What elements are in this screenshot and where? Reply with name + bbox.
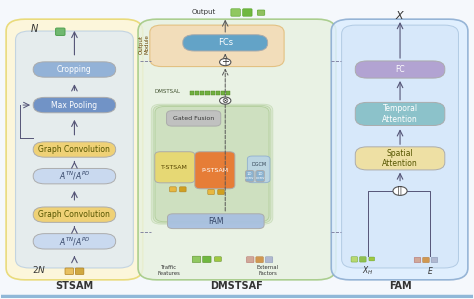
- FancyBboxPatch shape: [218, 190, 224, 195]
- FancyBboxPatch shape: [202, 256, 211, 263]
- FancyBboxPatch shape: [356, 102, 445, 126]
- FancyBboxPatch shape: [265, 257, 273, 263]
- Text: P-STSAM: P-STSAM: [201, 168, 228, 173]
- Text: Output
Module: Output Module: [138, 34, 149, 54]
- Text: STSAM: STSAM: [55, 281, 93, 291]
- Text: Output: Output: [192, 9, 216, 15]
- FancyBboxPatch shape: [33, 142, 116, 157]
- FancyBboxPatch shape: [138, 19, 336, 280]
- Text: $X$: $X$: [395, 9, 405, 21]
- Text: Traffic
Features: Traffic Features: [157, 265, 180, 276]
- Text: $X_H$: $X_H$: [362, 264, 374, 277]
- FancyBboxPatch shape: [226, 91, 230, 95]
- FancyBboxPatch shape: [55, 28, 65, 36]
- Text: Gated Fusion: Gated Fusion: [173, 116, 214, 121]
- FancyBboxPatch shape: [75, 268, 84, 274]
- Text: DGCM: DGCM: [251, 162, 266, 167]
- FancyBboxPatch shape: [257, 10, 265, 15]
- FancyBboxPatch shape: [16, 31, 133, 268]
- Text: $E$: $E$: [427, 265, 434, 276]
- Text: T-STSAM: T-STSAM: [161, 165, 188, 170]
- FancyBboxPatch shape: [256, 170, 264, 182]
- Text: $A^{TN}/A^{PD}$: $A^{TN}/A^{PD}$: [59, 170, 90, 182]
- Text: Graph Convolution: Graph Convolution: [38, 210, 110, 219]
- Circle shape: [219, 97, 231, 104]
- Text: $2N$: $2N$: [32, 264, 46, 275]
- Text: 1D
conv: 1D conv: [245, 172, 255, 181]
- FancyBboxPatch shape: [208, 190, 214, 195]
- FancyBboxPatch shape: [200, 91, 204, 95]
- FancyBboxPatch shape: [423, 257, 429, 263]
- FancyBboxPatch shape: [155, 106, 269, 222]
- FancyBboxPatch shape: [180, 187, 186, 192]
- FancyBboxPatch shape: [190, 91, 194, 95]
- FancyBboxPatch shape: [33, 234, 116, 249]
- Text: Max Pooling: Max Pooling: [51, 100, 98, 109]
- FancyBboxPatch shape: [359, 257, 366, 262]
- FancyBboxPatch shape: [155, 152, 195, 183]
- FancyBboxPatch shape: [431, 257, 438, 263]
- FancyBboxPatch shape: [231, 9, 240, 16]
- FancyBboxPatch shape: [6, 19, 143, 280]
- FancyBboxPatch shape: [153, 105, 271, 223]
- FancyBboxPatch shape: [246, 170, 254, 182]
- Text: $N$: $N$: [30, 22, 39, 34]
- FancyBboxPatch shape: [151, 104, 273, 224]
- Text: DMSTSAF: DMSTSAF: [210, 281, 264, 291]
- FancyBboxPatch shape: [192, 256, 201, 263]
- FancyBboxPatch shape: [214, 257, 221, 261]
- FancyBboxPatch shape: [356, 61, 445, 78]
- Text: FAM: FAM: [208, 217, 224, 226]
- FancyBboxPatch shape: [243, 9, 252, 16]
- FancyBboxPatch shape: [195, 152, 235, 189]
- Text: Spatial
Attention: Spatial Attention: [382, 149, 418, 168]
- Text: FAM: FAM: [389, 281, 411, 291]
- FancyBboxPatch shape: [216, 91, 220, 95]
- FancyBboxPatch shape: [414, 257, 421, 263]
- FancyBboxPatch shape: [205, 91, 210, 95]
- Text: $A^{TN}/A^{PD}$: $A^{TN}/A^{PD}$: [59, 235, 90, 248]
- FancyBboxPatch shape: [33, 207, 116, 222]
- Text: Graph Convolution: Graph Convolution: [38, 145, 110, 154]
- FancyBboxPatch shape: [331, 19, 468, 280]
- FancyBboxPatch shape: [246, 257, 254, 263]
- FancyBboxPatch shape: [369, 257, 374, 261]
- Circle shape: [219, 59, 231, 66]
- FancyBboxPatch shape: [33, 97, 116, 113]
- Text: ⊗: ⊗: [222, 96, 229, 105]
- Circle shape: [393, 187, 407, 196]
- Text: Cropping: Cropping: [57, 65, 92, 74]
- FancyBboxPatch shape: [221, 91, 225, 95]
- FancyBboxPatch shape: [356, 147, 445, 170]
- FancyBboxPatch shape: [210, 91, 215, 95]
- FancyBboxPatch shape: [183, 35, 268, 51]
- FancyBboxPatch shape: [166, 111, 221, 126]
- FancyBboxPatch shape: [65, 268, 73, 274]
- FancyBboxPatch shape: [170, 187, 176, 192]
- FancyBboxPatch shape: [351, 257, 357, 262]
- Text: DMSTSAL: DMSTSAL: [155, 89, 181, 94]
- FancyBboxPatch shape: [342, 25, 458, 268]
- Text: +: +: [221, 57, 229, 67]
- FancyBboxPatch shape: [256, 257, 264, 263]
- Text: External
Factors: External Factors: [256, 265, 279, 276]
- FancyBboxPatch shape: [150, 25, 284, 67]
- FancyBboxPatch shape: [33, 168, 116, 184]
- Text: FC: FC: [395, 65, 405, 74]
- Text: ||: ||: [397, 187, 403, 196]
- FancyBboxPatch shape: [195, 91, 199, 95]
- Text: Temporal
Attention: Temporal Attention: [382, 104, 418, 124]
- FancyBboxPatch shape: [247, 156, 270, 183]
- FancyBboxPatch shape: [167, 214, 264, 229]
- FancyBboxPatch shape: [33, 62, 116, 77]
- Text: 1D
conv: 1D conv: [255, 172, 265, 181]
- Text: FCs: FCs: [218, 38, 233, 47]
